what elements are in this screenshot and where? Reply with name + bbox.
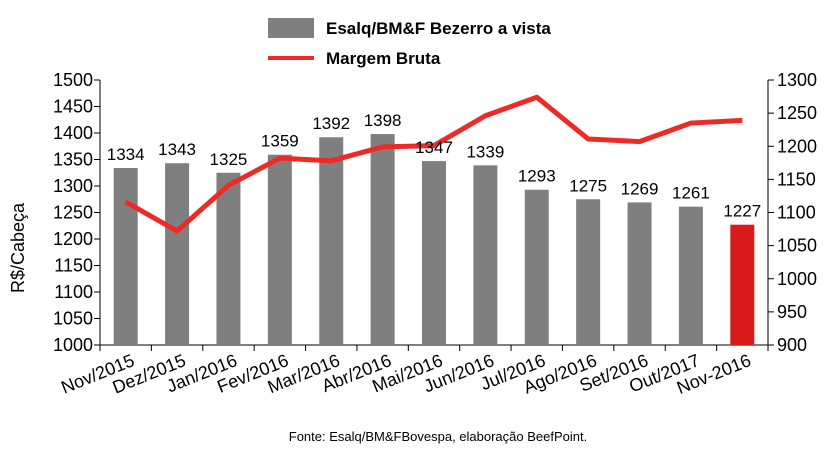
bar (627, 202, 652, 345)
bar-data-label: 1227 (723, 202, 761, 221)
bar (473, 165, 498, 345)
legend-swatch-bar (268, 18, 314, 38)
bar-data-label: 1334 (107, 145, 145, 164)
y-tick-right-label: 1050 (777, 236, 817, 256)
bar (370, 134, 395, 345)
bar (267, 154, 292, 345)
data-labels: 1334 1343 1325 1359 1392 1398 1347 1339 1293 1275… (107, 111, 761, 221)
y-tick-right-label: 1250 (777, 103, 817, 123)
y-tick-right-label: 1000 (777, 269, 817, 289)
y-tick-right-label: 950 (777, 302, 807, 322)
line-series (124, 94, 743, 234)
y-tick-left-label: 1350 (53, 150, 93, 170)
bar-data-label: 1359 (261, 132, 299, 151)
y-axis-title: R$/Cabeça (8, 202, 28, 293)
y-tick-right-label: 1100 (777, 203, 816, 223)
bar (576, 199, 601, 345)
y-tick-right-label: 1200 (777, 136, 817, 156)
y-tick-left-label: 1050 (53, 309, 93, 329)
bar-data-label: 1325 (210, 150, 248, 169)
bar (730, 224, 755, 345)
bar (678, 206, 703, 345)
legend: Esalq/BM&F Bezerro a vista Margem Bruta (268, 18, 551, 68)
bar-data-label: 1293 (518, 167, 556, 186)
axes: 1000 1050 1100 1150 1200 1250 1300 1350 1400 1450… (53, 70, 817, 355)
y-tick-left-label: 1000 (53, 335, 93, 355)
bar-data-label: 1339 (466, 142, 504, 161)
bar-data-label: 1269 (621, 179, 659, 198)
y-tick-left-label: 1400 (53, 123, 93, 143)
bar-data-label: 1261 (672, 184, 710, 203)
y-tick-right-label: 900 (777, 335, 807, 355)
bar (524, 189, 549, 345)
bar (165, 163, 190, 345)
y-tick-left-label: 1150 (54, 256, 93, 276)
bar-data-label: 1275 (569, 176, 607, 195)
bar (422, 161, 446, 345)
bars (113, 134, 755, 345)
bar-data-label: 1392 (312, 114, 350, 133)
y-tick-left-label: 1450 (53, 97, 93, 117)
bar (319, 137, 344, 345)
legend-label-line: Margem Bruta (326, 49, 441, 68)
y-tick-left-label: 1250 (53, 203, 93, 223)
x-axis-categories: Nov/2015Dez/2015Jan/2016Fev/2016Mar/2016… (58, 350, 754, 398)
y-tick-left-label: 1100 (54, 282, 93, 302)
bar-data-label: 1343 (158, 140, 196, 159)
source-note: Fonte: Esalq/BM&FBovespa, elaboração Bee… (289, 429, 587, 444)
y-tick-right-label: 1300 (777, 70, 817, 90)
bar-data-label: 1398 (364, 111, 402, 130)
legend-label-bar: Esalq/BM&F Bezerro a vista (326, 19, 551, 38)
bar (216, 172, 241, 345)
bar (113, 167, 138, 345)
y-tick-left-label: 1300 (53, 176, 93, 196)
y-tick-right-label: 1150 (777, 169, 816, 189)
bar-data-label: 1347 (415, 138, 453, 157)
y-tick-left-label: 1200 (53, 229, 93, 249)
y-tick-left-label: 1500 (53, 70, 93, 90)
